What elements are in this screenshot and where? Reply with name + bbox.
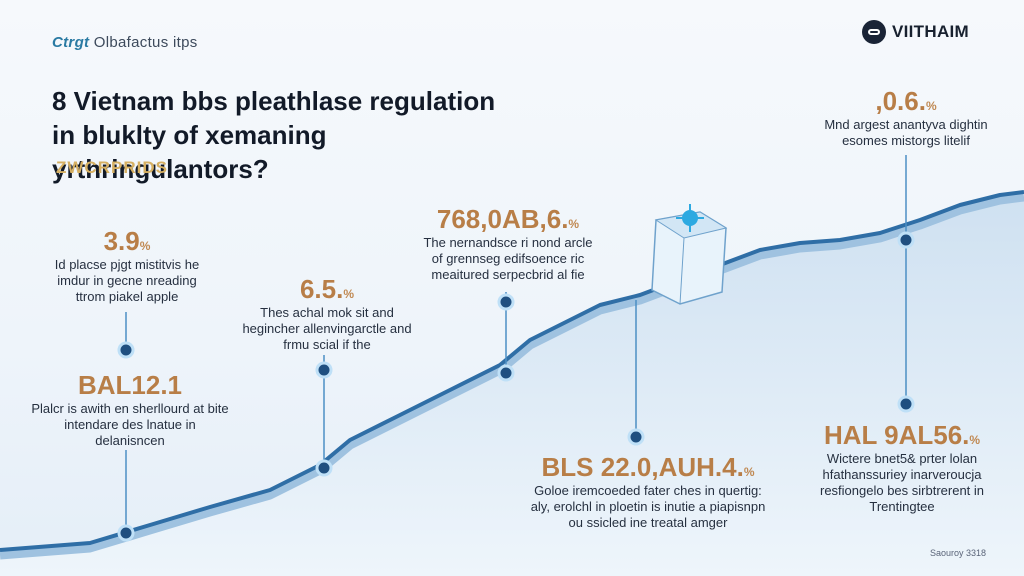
- footer-credit: Saouroy 3318: [930, 548, 987, 558]
- callout-1: 3.9% Id placse pjgt mistitvis he imdur i…: [52, 226, 202, 305]
- brand-tagline: Ctrgt Olbafactus itps: [52, 34, 198, 51]
- callout-7-desc: Wictere bnet5& prter lolan hfathanssurie…: [819, 451, 985, 514]
- marker-3: [315, 361, 333, 379]
- callout-5-stat: BLS 22.0,AUH.4.%: [541, 452, 755, 482]
- callout-6: ,0.6.% Mnd argest anantyva dightin esome…: [816, 86, 996, 149]
- trend-line-shadow: [0, 192, 1024, 560]
- brand-mark: Ctrgt: [52, 34, 90, 51]
- callout-5-desc: Goloe iremcoeded fater ches in quertig: …: [530, 483, 766, 530]
- brand-text: Olbafactus itps: [93, 34, 198, 51]
- logo: VIITHAIM: [862, 20, 969, 44]
- logo-name: VIITHAIM: [892, 22, 970, 41]
- page-title: 8 Vietnam bbs pleathlase regulation in b…: [52, 86, 496, 184]
- logo-circle-icon: [862, 20, 886, 44]
- callout-5: BLS 22.0,AUH.4.% Goloe iremcoeded fater …: [526, 452, 770, 531]
- marker-6: [497, 364, 515, 382]
- marker-4: [315, 459, 333, 477]
- marker-5: [497, 293, 515, 311]
- callout-3-stat: 6.5.%: [299, 274, 355, 304]
- callout-2-stat: BAL12.1: [77, 370, 183, 400]
- marker-1: [117, 341, 135, 359]
- callout-7-stat: HAL 9AL56.%: [823, 420, 981, 450]
- data-markers: [117, 231, 915, 542]
- callout-2: BAL12.1 Plalcr is awith en sherllourd at…: [30, 370, 230, 449]
- callout-7: HAL 9AL56.% Wictere bnet5& prter lolan h…: [796, 420, 1008, 515]
- trend-line: [0, 190, 1024, 552]
- callout-3-desc: Thes achal mok sit and hegincher allenvi…: [242, 305, 412, 352]
- callout-6-stat: ,0.6.%: [875, 86, 937, 116]
- marker-2: [117, 524, 135, 542]
- marker-7: [627, 428, 645, 446]
- callout-2-desc: Plalcr is awith en sherllourd at bite in…: [31, 401, 229, 448]
- callout-4: 768,0AB,6.% The nernandsce ri nond arcle…: [418, 204, 598, 283]
- page-subtitle: ZWCRPRIDS: [56, 158, 168, 177]
- callout-6-desc: Mnd argest anantyva dightin esomes misto…: [824, 117, 988, 148]
- marker-9: [897, 395, 915, 413]
- area-under-line: [0, 197, 1024, 576]
- callout-4-desc: The nernandsce ri nond arcle of grennseg…: [423, 235, 593, 282]
- callout-1-desc: Id placse pjgt mistitvis he imdur in gec…: [54, 257, 200, 304]
- cube-device-icon: [651, 204, 728, 305]
- callout-3: 6.5.% Thes achal mok sit and hegincher a…: [232, 274, 422, 353]
- callout-1-stat: 3.9%: [103, 226, 151, 256]
- callout-4-stat: 768,0AB,6.%: [436, 204, 580, 234]
- marker-8: [897, 231, 915, 249]
